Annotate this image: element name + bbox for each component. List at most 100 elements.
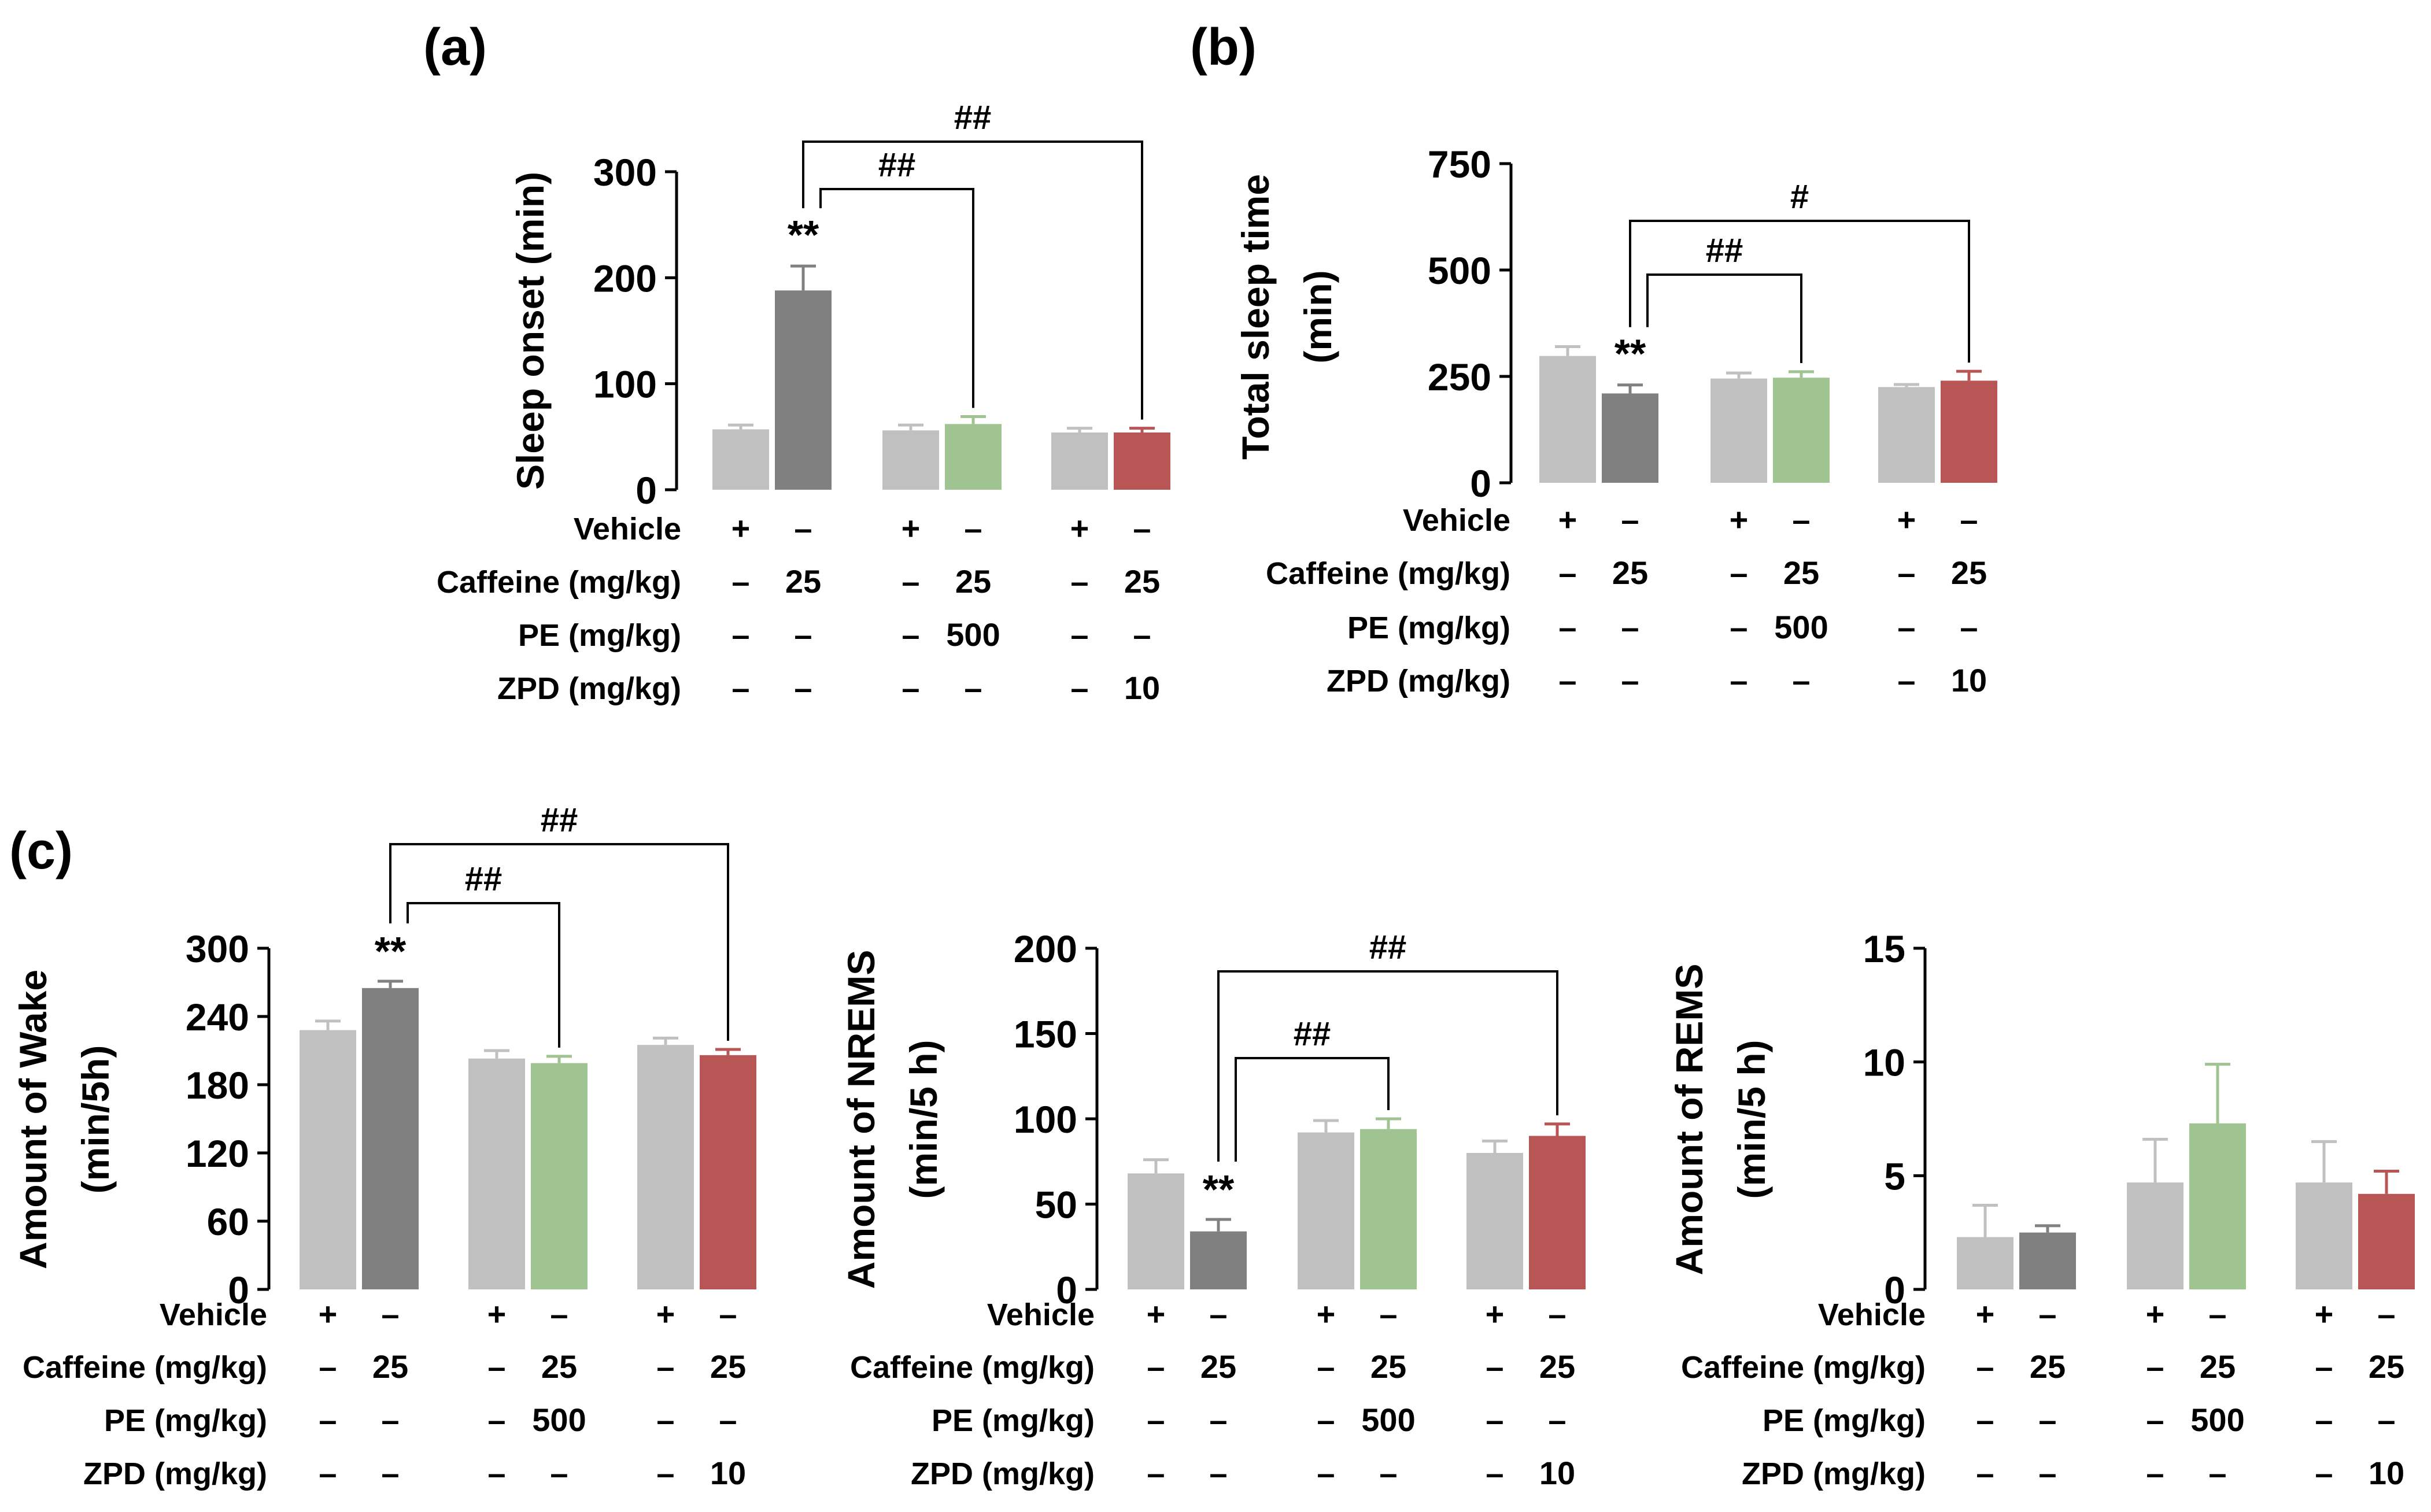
treatment-cell: – [964, 510, 982, 546]
treatment-cell: 25 [1124, 563, 1160, 600]
treatment-cell: – [2377, 1296, 2395, 1332]
treatment-cell: – [1976, 1402, 1994, 1438]
treatment-cell: – [1730, 554, 1747, 591]
y-tick-label: 0 [636, 469, 657, 512]
panel-label-a: (a) [423, 19, 487, 76]
treatment-cell: + [319, 1296, 338, 1332]
chart-c-wake: 0 60 120 180 240 300 Amount of Wake (min/5h) ** #… [12, 801, 756, 1491]
treatment-cell: – [1379, 1296, 1397, 1332]
treatment-cell: – [656, 1455, 674, 1491]
treatment-cell: – [1070, 616, 1088, 653]
treatment-cell: 25 [2030, 1348, 2066, 1385]
bracket-label: # [1790, 178, 1809, 216]
panel-label-b: (b) [1190, 19, 1257, 76]
treatment-cell: – [487, 1402, 505, 1438]
bar [700, 1055, 756, 1289]
bar [1051, 432, 1108, 490]
chart-c-nrems: 0 50 100 150 200 Amount of NREMS (min/5 h) ** ##… [840, 927, 1586, 1491]
treatment-cell: – [1317, 1348, 1335, 1385]
bar [712, 429, 769, 490]
y-axis-label: Amount of Wake [12, 970, 54, 1269]
treatment-row-label: PE (mg/kg) [518, 618, 681, 653]
bar [2019, 1232, 2076, 1289]
treatment-cell: – [1133, 510, 1151, 546]
treatment-cell: – [1317, 1455, 1335, 1491]
treatment-cell: – [2146, 1402, 2164, 1438]
bar [1539, 356, 1596, 483]
treatment-cell: – [1792, 501, 1810, 538]
treatment-cell: – [719, 1296, 737, 1332]
treatment-cell: – [381, 1296, 399, 1332]
significance-bracket [389, 843, 729, 1041]
treatment-cell: 10 [1124, 670, 1160, 706]
y-tick-label: 150 [1014, 1013, 1077, 1056]
treatment-cell: – [719, 1402, 737, 1438]
treatment-row-label: Caffeine (mg/kg) [1266, 556, 1510, 591]
treatment-cell: – [2146, 1455, 2164, 1491]
bracket-label: ## [541, 801, 578, 839]
significance-bracket [1217, 970, 1558, 1162]
treatment-row-label: Caffeine (mg/kg) [850, 1350, 1095, 1385]
bar [2296, 1182, 2352, 1289]
y-tick-label: 100 [1014, 1098, 1077, 1141]
treatment-cell: + [1976, 1296, 1995, 1332]
treatment-cell: – [381, 1455, 399, 1491]
treatment-cell: – [1486, 1455, 1503, 1491]
treatment-cell: – [319, 1402, 337, 1438]
treatment-cell: – [1976, 1348, 1994, 1385]
treatment-cell: + [1147, 1296, 1166, 1332]
bar [1529, 1136, 1586, 1289]
treatment-cell: – [1548, 1402, 1566, 1438]
treatment-cell: + [1486, 1296, 1505, 1332]
treatment-cell: – [1209, 1296, 1227, 1332]
bracket-label: ## [878, 146, 916, 184]
treatment-cell: – [1621, 662, 1639, 698]
y-tick-label: 120 [186, 1132, 249, 1175]
treatment-cell: – [1070, 670, 1088, 706]
y-tick-label: 10 [1863, 1041, 1905, 1084]
bar [637, 1045, 694, 1289]
bracket-label: ## [1369, 929, 1407, 966]
treatment-cell: 25 [2200, 1348, 2236, 1385]
treatment-cell: 500 [1361, 1402, 1415, 1438]
bar [1957, 1237, 2013, 1289]
treatment-cell: – [1960, 501, 1978, 538]
treatment-cell: 25 [1200, 1348, 1236, 1385]
treatment-cell: – [656, 1348, 674, 1385]
treatment-cell: + [1897, 501, 1916, 538]
treatment-cell: 500 [1774, 609, 1828, 645]
treatment-cell: – [2208, 1296, 2226, 1332]
chart-c-rems: 0 5 10 15 Amount of REMS (min/5 h) Vehicle + – + –… [1668, 927, 2415, 1491]
treatment-cell: – [1558, 609, 1576, 645]
y-axis-label: Amount of REMS [1668, 964, 1710, 1276]
treatment-cell: – [1897, 554, 1915, 591]
treatment-row-label: PE (mg/kg) [104, 1403, 267, 1438]
y-tick-label: 240 [186, 996, 249, 1038]
y-axis-label: (min/5 h) [1730, 1040, 1773, 1199]
y-tick-label: 0 [228, 1269, 249, 1311]
treatment-cell: 25 [1951, 554, 1987, 591]
y-tick-label: 250 [1428, 356, 1491, 398]
treatment-cell: – [794, 510, 812, 546]
bar [1602, 393, 1658, 483]
treatment-cell: 10 [1539, 1455, 1575, 1491]
treatment-cell: – [902, 563, 919, 600]
treatment-cell: – [794, 670, 812, 706]
treatment-cell: – [319, 1348, 337, 1385]
bar [362, 988, 419, 1289]
treatment-row-label: ZPD (mg/kg) [1742, 1456, 1926, 1491]
treatment-cell: – [1147, 1402, 1165, 1438]
treatment-cell: – [1209, 1402, 1227, 1438]
treatment-cell: – [487, 1455, 505, 1491]
y-tick-label: 300 [593, 151, 657, 194]
significance-stars: ** [375, 929, 407, 974]
treatment-cell: – [902, 670, 919, 706]
treatment-cell: – [319, 1455, 337, 1491]
chart-a: 0 100 200 300 Sleep onset (min) ** ## ## Vehicle… [437, 99, 1170, 706]
treatment-cell: – [2315, 1348, 2333, 1385]
treatment-cell: – [2315, 1455, 2333, 1491]
treatment-cell: – [902, 616, 919, 653]
bar [2127, 1182, 2184, 1289]
treatment-row-label: PE (mg/kg) [932, 1403, 1095, 1438]
